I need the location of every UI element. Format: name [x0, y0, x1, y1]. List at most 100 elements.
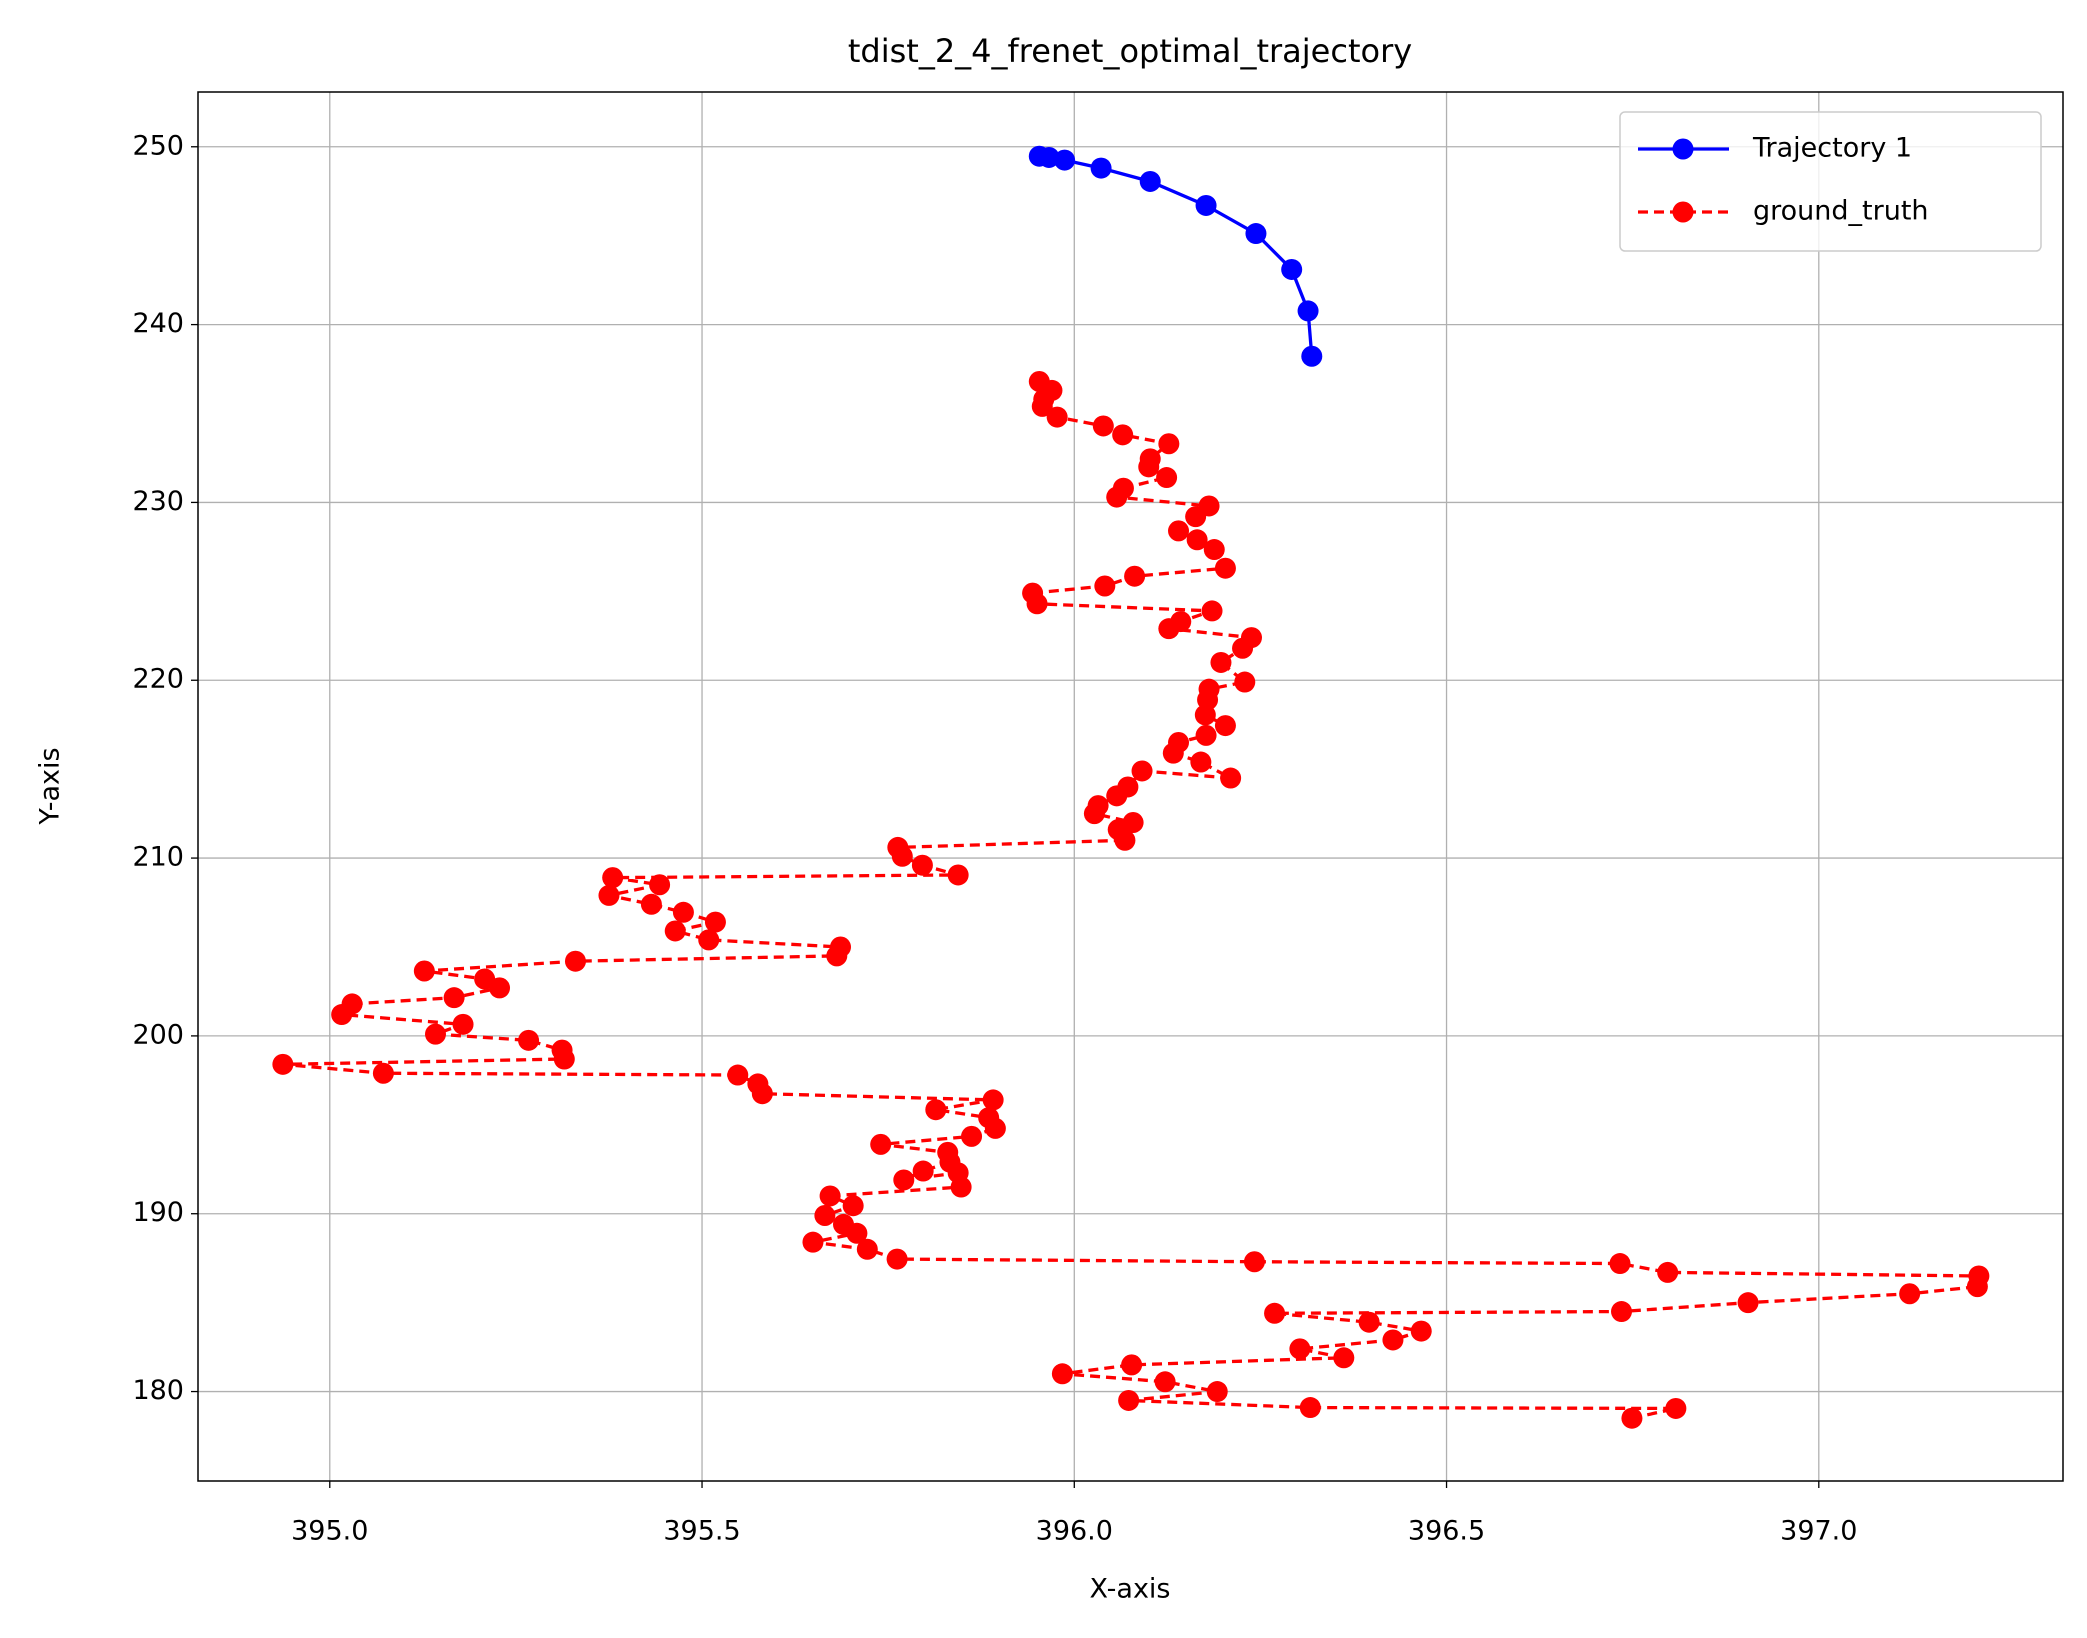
legend-label: ground_truth [1753, 196, 1929, 227]
point [698, 929, 720, 951]
point [1245, 223, 1267, 245]
point [1156, 467, 1178, 489]
point [1118, 1389, 1140, 1411]
y-tick-label: 190 [132, 1197, 184, 1228]
point [1138, 456, 1160, 478]
point [1195, 724, 1217, 746]
point [814, 1205, 836, 1227]
point [424, 1023, 446, 1045]
y-tick-label: 250 [132, 130, 184, 161]
point [1195, 194, 1217, 216]
series [272, 371, 1990, 1429]
point [1609, 1253, 1631, 1275]
point [1737, 1292, 1759, 1314]
point [751, 1083, 773, 1105]
point [1131, 760, 1153, 782]
point [1382, 1329, 1404, 1351]
point [1214, 557, 1236, 579]
point [1665, 1397, 1687, 1419]
point [1289, 1338, 1311, 1360]
point [1186, 529, 1208, 551]
point [1158, 618, 1180, 640]
point [1094, 575, 1116, 597]
point [1185, 506, 1207, 528]
point [1358, 1311, 1380, 1333]
y-axis-label: Y-axis [35, 747, 66, 825]
point [1299, 1397, 1321, 1419]
point [640, 893, 662, 915]
point [1621, 1407, 1643, 1429]
point [1297, 300, 1319, 322]
point [947, 864, 969, 886]
point [1154, 1371, 1176, 1393]
point [886, 1248, 908, 1270]
point [489, 977, 511, 999]
point [518, 1029, 540, 1051]
y-tick-label: 180 [132, 1375, 184, 1406]
point [372, 1062, 394, 1084]
point [1038, 146, 1060, 168]
legend-box [1619, 111, 2042, 252]
point [891, 845, 913, 867]
point [1106, 486, 1128, 508]
point [1162, 742, 1184, 764]
point [1657, 1261, 1679, 1283]
point [1201, 600, 1223, 622]
x-tick-label: 396.0 [1036, 1516, 1113, 1547]
point [1210, 651, 1232, 673]
point [1301, 345, 1323, 367]
point [1051, 1363, 1073, 1385]
point [911, 854, 933, 876]
point [961, 1125, 983, 1147]
point [649, 874, 671, 896]
series [1028, 145, 1323, 367]
point [925, 1099, 947, 1121]
point [553, 1048, 575, 1070]
point [443, 987, 465, 1009]
point [1232, 637, 1254, 659]
point [950, 1176, 972, 1198]
point [1046, 406, 1068, 428]
point [1106, 785, 1128, 807]
x-tick-label: 395.0 [291, 1516, 368, 1547]
point [842, 1195, 864, 1217]
plot-frame [197, 91, 2064, 1482]
point [1243, 1251, 1265, 1273]
x-tick-label: 396.5 [1408, 1516, 1485, 1547]
legend-marker [1672, 138, 1694, 160]
point [1031, 395, 1053, 417]
series-line [1039, 154, 1314, 357]
point [893, 1169, 915, 1191]
point [819, 1185, 841, 1207]
legend-marker [1672, 201, 1694, 223]
point [664, 920, 686, 942]
point [1333, 1347, 1355, 1369]
point [1234, 671, 1256, 693]
point [1410, 1320, 1432, 1342]
point [1899, 1283, 1921, 1305]
point [1206, 1381, 1228, 1403]
y-tick-label: 210 [132, 842, 184, 873]
point [602, 867, 624, 889]
point [1264, 1302, 1286, 1324]
y-tick-label: 240 [132, 308, 184, 339]
point [1092, 415, 1114, 437]
point [672, 901, 694, 923]
point [982, 1089, 1004, 1111]
point [1114, 829, 1136, 851]
chart-title: tdist_2_4_frenet_optimal_trajectory [848, 32, 1412, 70]
point [598, 884, 620, 906]
y-tick-label: 220 [132, 664, 184, 695]
point [1966, 1276, 1988, 1298]
x-tick-label: 395.5 [663, 1516, 740, 1547]
point [1190, 751, 1212, 773]
point [1281, 258, 1303, 280]
x-tick-label: 397.0 [1780, 1516, 1857, 1547]
point [912, 1160, 934, 1182]
point [1026, 593, 1048, 615]
point [727, 1064, 749, 1086]
series-line [282, 380, 1981, 1420]
y-tick-label: 200 [132, 1019, 184, 1050]
point [1090, 157, 1112, 179]
